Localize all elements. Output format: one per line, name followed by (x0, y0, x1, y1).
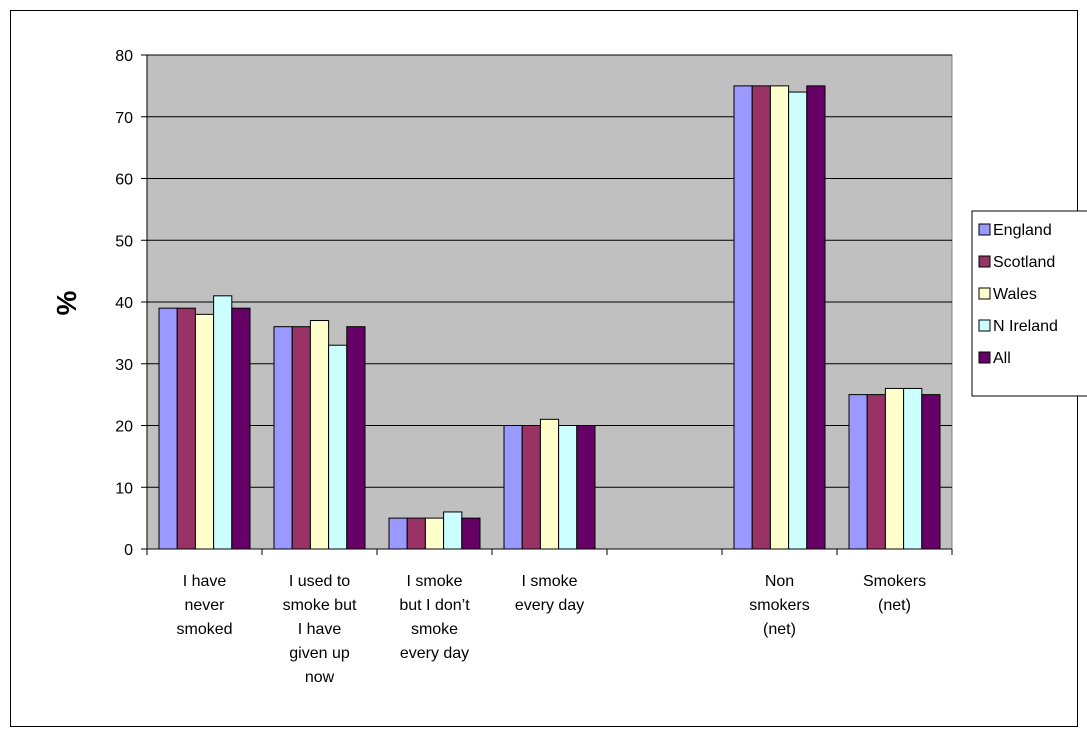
bar-n-ireland (213, 295, 233, 550)
bar-scotland (406, 517, 426, 550)
bar-england (733, 85, 753, 550)
bar-england (848, 394, 868, 550)
bar-all (231, 307, 251, 550)
bar-scotland (291, 326, 311, 550)
bar-wales (424, 517, 445, 550)
y-tick-label: 70 (115, 110, 133, 127)
bar-all (806, 85, 826, 550)
bar-all (346, 326, 366, 550)
bar-n-ireland (328, 344, 348, 550)
x-category-label: I have never smoked (176, 573, 232, 638)
y-tick-label: 20 (115, 419, 133, 436)
bar-n-ireland (788, 91, 808, 550)
y-tick-label: 80 (115, 48, 133, 65)
x-category-label: I used to smoke but I have given up now (283, 573, 357, 686)
bar-scotland (176, 307, 196, 550)
legend-label: England (993, 222, 1052, 239)
bar-n-ireland (558, 425, 578, 550)
bars (158, 85, 941, 550)
bar-n-ireland (443, 511, 463, 550)
bar-scotland (866, 394, 886, 550)
y-tick-label: 50 (115, 233, 133, 250)
bar-wales (539, 418, 560, 550)
legend-label: Wales (993, 286, 1037, 303)
bar-wales (884, 387, 905, 550)
legend: England Scotland Wales N Ireland All (971, 210, 1087, 397)
bar-england (273, 326, 293, 550)
bar-all (921, 394, 941, 550)
bar-wales (769, 85, 790, 550)
y-tick-label: 40 (115, 295, 133, 312)
legend-swatch (978, 351, 991, 364)
y-tick-label: 60 (115, 172, 133, 189)
legend-label: N Ireland (993, 318, 1058, 335)
legend-swatch (978, 287, 991, 300)
x-category-label: Non smokers (net) (749, 573, 809, 638)
y-axis-title-group: % (51, 290, 82, 315)
bar-all (461, 517, 481, 550)
bar-n-ireland (903, 387, 923, 550)
y-tick-label: 0 (124, 542, 133, 559)
legend-swatch (978, 319, 991, 332)
legend-swatch (978, 223, 991, 236)
bar-scotland (751, 85, 771, 550)
axes: 0 10 20 30 40 50 60 70 80 I have never smoked I used… (115, 48, 953, 686)
x-category-label: Smokers (net) (863, 573, 926, 614)
bar-all (576, 425, 596, 550)
y-tick-label: 10 (115, 480, 133, 497)
y-tick-label: 30 (115, 357, 133, 374)
y-axis-title: % (51, 290, 82, 315)
legend-swatch (978, 255, 991, 268)
bar-wales (309, 320, 330, 550)
x-category-label: I smoke every day (515, 573, 584, 614)
bar-england (158, 307, 178, 550)
bar-scotland (521, 425, 541, 550)
legend-label: All (993, 350, 1011, 367)
bar-england (503, 425, 523, 550)
x-category-label: I smoke but I don’t smoke every day (399, 573, 470, 662)
bar-wales (194, 313, 215, 550)
bar-england (388, 517, 408, 550)
legend-label: Scotland (993, 254, 1055, 271)
legend-box (971, 210, 1087, 397)
